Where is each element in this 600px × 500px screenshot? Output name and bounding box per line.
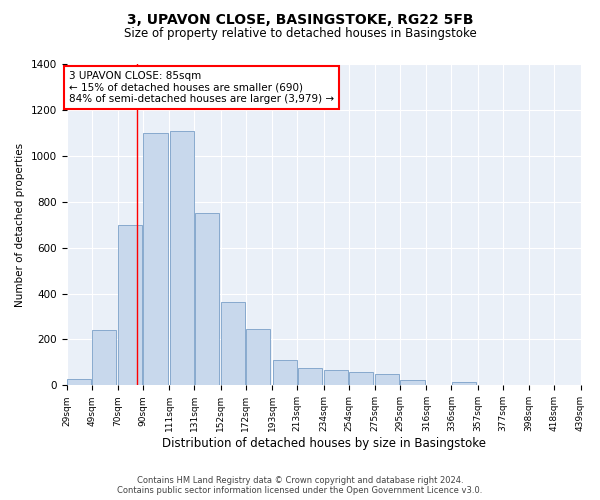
Bar — [349, 372, 373, 386]
Bar — [272, 360, 296, 386]
Bar — [400, 380, 425, 386]
Bar — [67, 379, 91, 386]
Text: 3, UPAVON CLOSE, BASINGSTOKE, RG22 5FB: 3, UPAVON CLOSE, BASINGSTOKE, RG22 5FB — [127, 12, 473, 26]
Text: Contains HM Land Registry data © Crown copyright and database right 2024.
Contai: Contains HM Land Registry data © Crown c… — [118, 476, 482, 495]
Y-axis label: Number of detached properties: Number of detached properties — [15, 142, 25, 306]
Bar — [324, 370, 348, 386]
Bar — [195, 213, 219, 386]
Text: 3 UPAVON CLOSE: 85sqm
← 15% of detached houses are smaller (690)
84% of semi-det: 3 UPAVON CLOSE: 85sqm ← 15% of detached … — [69, 71, 334, 104]
Bar — [221, 302, 245, 386]
Bar — [376, 374, 400, 386]
Bar — [118, 224, 142, 386]
X-axis label: Distribution of detached houses by size in Basingstoke: Distribution of detached houses by size … — [161, 437, 485, 450]
Bar — [143, 133, 167, 386]
Text: Size of property relative to detached houses in Basingstoke: Size of property relative to detached ho… — [124, 28, 476, 40]
Bar — [246, 329, 271, 386]
Bar — [298, 368, 322, 386]
Bar — [92, 330, 116, 386]
Bar — [170, 130, 194, 386]
Bar — [452, 382, 476, 386]
